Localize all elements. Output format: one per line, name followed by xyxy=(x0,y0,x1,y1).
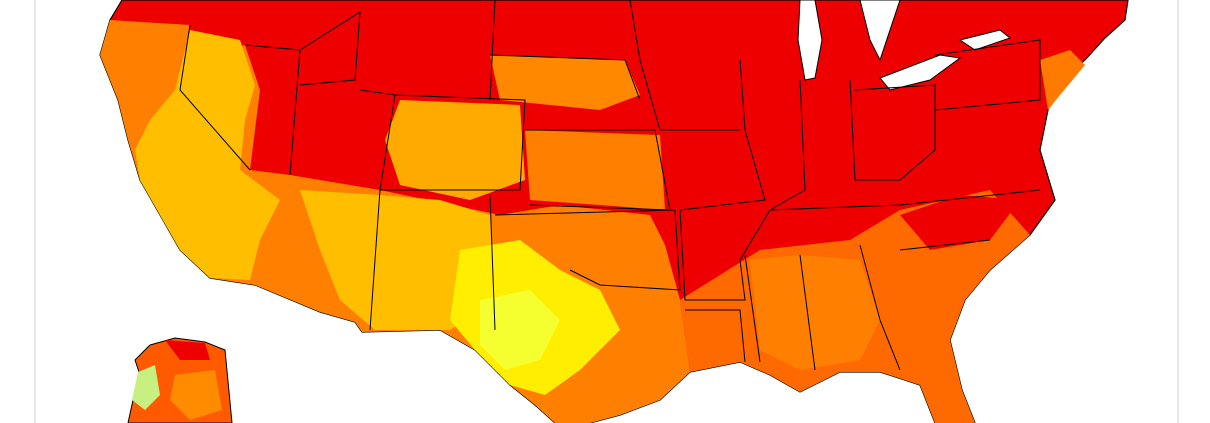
lake-huron xyxy=(859,0,901,62)
region-southwest-amber xyxy=(300,190,495,330)
region-virginia-red xyxy=(900,195,1020,250)
state-borders xyxy=(179,0,1041,371)
alaska-orange xyxy=(170,370,222,420)
lake-michigan xyxy=(797,0,823,81)
region-nebraska-orange xyxy=(490,55,640,110)
region-texas-light xyxy=(480,290,560,370)
alaska-north-red xyxy=(165,340,210,360)
region-west-amber xyxy=(135,30,280,280)
region-plains-orange xyxy=(525,130,665,210)
region-ne-orange xyxy=(1040,50,1085,110)
region-south-orange xyxy=(750,255,880,370)
alaska-west-green xyxy=(132,365,160,410)
region-colorado-amber xyxy=(385,100,525,200)
lake-ontario xyxy=(958,29,1012,51)
